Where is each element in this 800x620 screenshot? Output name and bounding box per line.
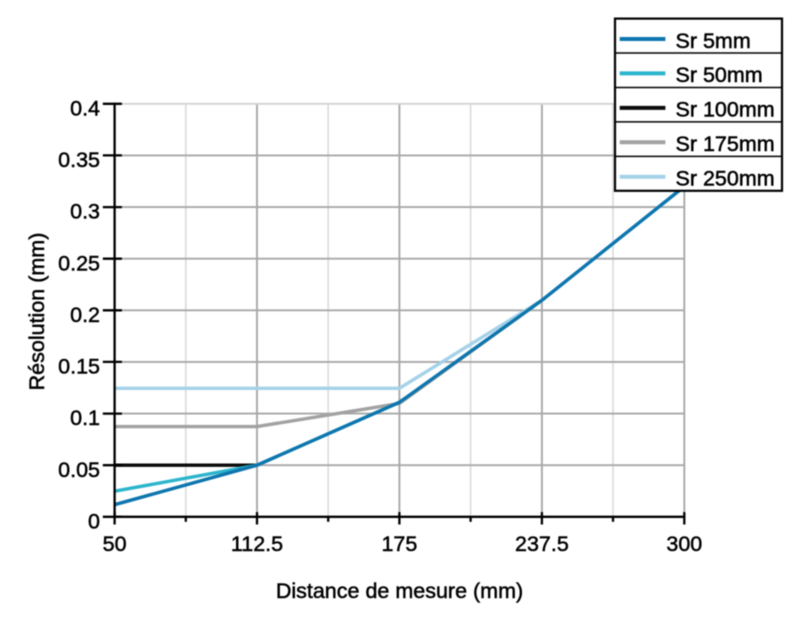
svg-text:Sr 100mm: Sr 100mm xyxy=(676,98,775,122)
svg-text:50: 50 xyxy=(103,532,127,556)
svg-text:0.05: 0.05 xyxy=(58,458,100,482)
svg-text:0.1: 0.1 xyxy=(70,406,100,430)
svg-text:0.4: 0.4 xyxy=(70,96,100,120)
svg-text:237.5: 237.5 xyxy=(515,532,569,556)
svg-text:175: 175 xyxy=(381,532,417,556)
svg-text:0.25: 0.25 xyxy=(58,251,100,275)
svg-text:0.3: 0.3 xyxy=(70,200,100,224)
svg-text:Sr 5mm: Sr 5mm xyxy=(676,29,751,53)
svg-text:Résolution (mm): Résolution (mm) xyxy=(25,233,49,391)
svg-text:0.15: 0.15 xyxy=(58,355,100,379)
svg-text:0: 0 xyxy=(88,509,100,533)
svg-text:0.35: 0.35 xyxy=(58,148,100,172)
svg-text:Sr 250mm: Sr 250mm xyxy=(676,167,775,191)
svg-text:300: 300 xyxy=(666,532,702,556)
svg-text:0.2: 0.2 xyxy=(70,303,100,327)
svg-text:Sr 175mm: Sr 175mm xyxy=(676,132,775,156)
svg-text:112.5: 112.5 xyxy=(231,532,283,556)
svg-text:Sr 50mm: Sr 50mm xyxy=(676,63,763,87)
svg-text:Distance de mesure (mm): Distance de mesure (mm) xyxy=(276,579,523,603)
